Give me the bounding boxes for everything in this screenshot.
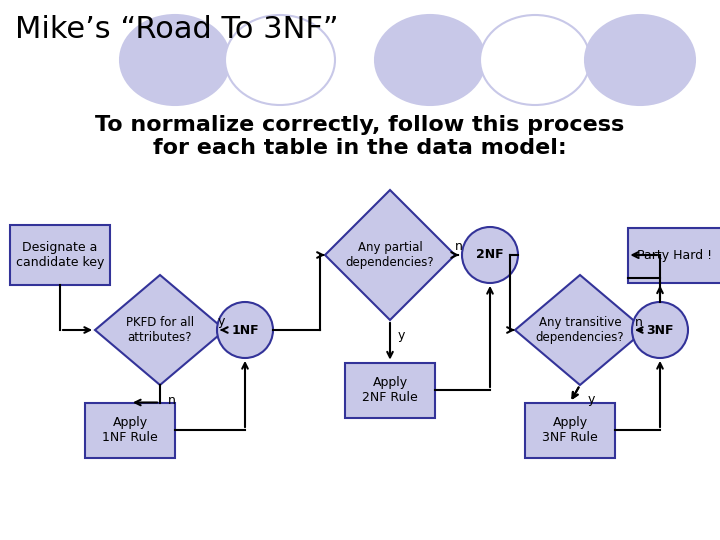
FancyBboxPatch shape bbox=[345, 362, 435, 417]
Text: Apply
2NF Rule: Apply 2NF Rule bbox=[362, 376, 418, 404]
Text: To normalize correctly, follow this process
for each table in the data model:: To normalize correctly, follow this proc… bbox=[95, 115, 625, 158]
Text: y: y bbox=[398, 328, 405, 341]
Text: Party Hard !: Party Hard ! bbox=[637, 248, 713, 261]
Polygon shape bbox=[325, 190, 455, 320]
Text: Any transitive
dependencies?: Any transitive dependencies? bbox=[536, 316, 624, 344]
Text: PKFD for all
attributes?: PKFD for all attributes? bbox=[126, 316, 194, 344]
Text: y: y bbox=[217, 315, 225, 328]
Text: n: n bbox=[634, 315, 642, 328]
Text: Any partial
dependencies?: Any partial dependencies? bbox=[346, 241, 434, 269]
Ellipse shape bbox=[120, 15, 230, 105]
Text: n: n bbox=[168, 394, 176, 407]
Text: Apply
1NF Rule: Apply 1NF Rule bbox=[102, 416, 158, 444]
Polygon shape bbox=[515, 275, 645, 385]
Polygon shape bbox=[95, 275, 225, 385]
Circle shape bbox=[632, 302, 688, 358]
Ellipse shape bbox=[375, 15, 485, 105]
Ellipse shape bbox=[225, 15, 335, 105]
Text: Designate a
candidate key: Designate a candidate key bbox=[16, 241, 104, 269]
Text: Apply
3NF Rule: Apply 3NF Rule bbox=[542, 416, 598, 444]
FancyBboxPatch shape bbox=[10, 225, 110, 285]
FancyBboxPatch shape bbox=[628, 227, 720, 282]
Ellipse shape bbox=[585, 15, 695, 105]
FancyBboxPatch shape bbox=[85, 402, 175, 457]
Ellipse shape bbox=[480, 15, 590, 105]
Text: 1NF: 1NF bbox=[231, 323, 258, 336]
Text: Mike’s “Road To 3NF”: Mike’s “Road To 3NF” bbox=[15, 15, 338, 44]
Circle shape bbox=[462, 227, 518, 283]
Circle shape bbox=[217, 302, 273, 358]
Text: y: y bbox=[588, 394, 595, 407]
Text: 3NF: 3NF bbox=[647, 323, 674, 336]
FancyBboxPatch shape bbox=[525, 402, 615, 457]
Text: n: n bbox=[454, 240, 462, 253]
Text: 2NF: 2NF bbox=[476, 248, 504, 261]
